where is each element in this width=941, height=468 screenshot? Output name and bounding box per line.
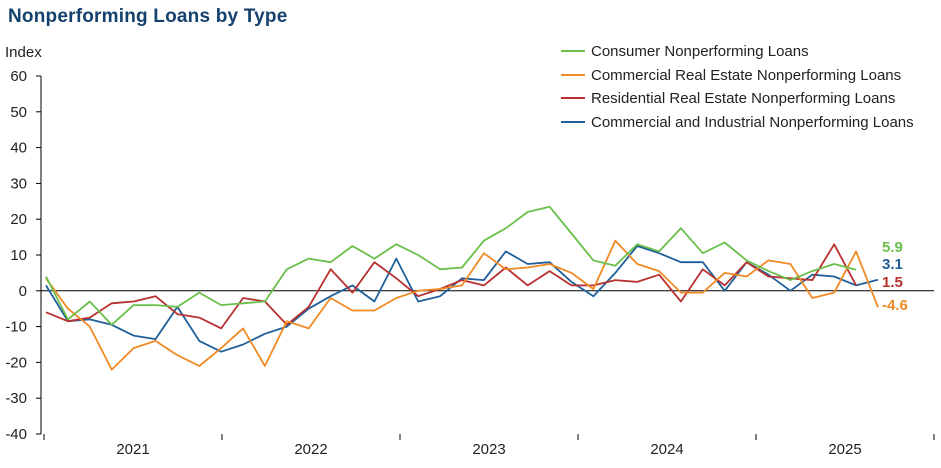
y-tick-label: 50 — [10, 104, 27, 121]
chart-title: Nonperforming Loans by Type — [8, 6, 288, 27]
y-tick-label: 20 — [10, 211, 27, 228]
legend-label: Residential Real Estate Nonperforming Lo… — [591, 90, 895, 107]
series-end-label: 1.5 — [882, 274, 903, 291]
y-tick-label: 40 — [10, 140, 27, 157]
y-tick-label: -30 — [5, 390, 27, 407]
series-line — [45, 245, 879, 353]
y-tick-label: 60 — [10, 68, 27, 85]
y-tick-label: 30 — [10, 175, 27, 192]
legend-label: Consumer Nonperforming Loans — [591, 43, 809, 60]
series-end-label: 5.9 — [882, 239, 903, 256]
series-line — [45, 243, 857, 330]
x-tick-label: 2021 — [116, 441, 149, 458]
x-tick-label: 2022 — [294, 441, 327, 458]
legend-label: Commercial and Industrial Nonperforming … — [591, 114, 914, 131]
series-end-label: 3.1 — [882, 256, 903, 273]
x-tick-label: 2024 — [650, 441, 683, 458]
x-tick-label: 2025 — [828, 441, 861, 458]
series-end-label: -4.6 — [882, 297, 908, 314]
y-tick-label: -40 — [5, 426, 27, 443]
legend-label: Commercial Real Estate Nonperforming Loa… — [591, 67, 901, 84]
y-tick-label: 0 — [19, 283, 27, 300]
y-tick-label: 10 — [10, 247, 27, 264]
y-tick-label: -10 — [5, 319, 27, 336]
y-tick-label: -20 — [5, 354, 27, 371]
series-line — [45, 205, 857, 326]
x-tick-label: 2023 — [472, 441, 505, 458]
y-axis-label: Index — [5, 44, 42, 61]
series-line — [45, 239, 879, 371]
